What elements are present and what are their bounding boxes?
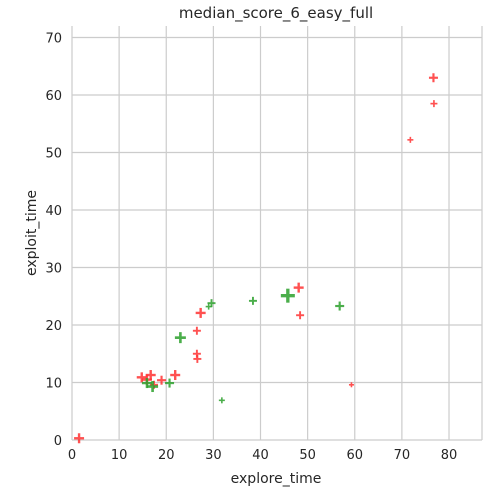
data-points xyxy=(74,73,438,444)
data-point-green xyxy=(141,378,152,389)
x-tick-label: 30 xyxy=(205,448,222,463)
x-tick-label: 80 xyxy=(441,448,458,463)
x-tick-label: 10 xyxy=(111,448,128,463)
y-tick-label: 0 xyxy=(54,434,62,449)
data-point-green xyxy=(207,299,216,308)
x-axis-label: explore_time xyxy=(231,471,322,487)
data-point-red xyxy=(407,136,414,143)
x-tick-label: 70 xyxy=(394,448,411,463)
x-tick-label: 60 xyxy=(346,448,363,463)
chart-title: median_score_6_easy_full xyxy=(179,4,373,23)
data-point-red xyxy=(74,433,85,444)
data-point-red xyxy=(157,375,167,385)
y-tick-label: 20 xyxy=(45,319,62,334)
x-tick-label: 40 xyxy=(252,448,269,463)
y-tick-label: 10 xyxy=(45,377,62,392)
y-tick-label: 40 xyxy=(45,204,62,219)
data-point-red xyxy=(428,73,438,83)
x-tick-label: 20 xyxy=(158,448,175,463)
data-point-red xyxy=(192,326,201,335)
data-point-red xyxy=(170,370,181,381)
data-point-red xyxy=(430,100,438,108)
data-point-red xyxy=(136,372,147,383)
data-point-red xyxy=(296,311,305,320)
data-point-red xyxy=(293,282,304,293)
data-point-red xyxy=(145,370,156,381)
data-point-red xyxy=(193,354,202,363)
x-tick-label: 50 xyxy=(299,448,316,463)
x-tick-label: 0 xyxy=(68,448,76,463)
y-axis-label: exploit_time xyxy=(24,190,40,276)
y-tick-label: 70 xyxy=(45,32,62,47)
data-point-red xyxy=(348,382,354,388)
data-point-green xyxy=(165,378,175,388)
grid-lines xyxy=(71,26,483,441)
data-point-red xyxy=(195,307,206,318)
tick-labels: 0 10 20 30 40 50 60 70 80 0 10 20 30 40 50 60 70 xyxy=(45,32,457,464)
y-tick-label: 50 xyxy=(45,147,62,162)
data-point-green xyxy=(174,332,186,344)
y-tick-label: 60 xyxy=(45,89,62,104)
data-point-green xyxy=(248,296,257,305)
data-point-green xyxy=(147,381,159,393)
data-point-green xyxy=(280,288,295,303)
data-point-green xyxy=(218,397,225,404)
data-point-green xyxy=(335,301,345,311)
y-tick-label: 30 xyxy=(45,262,62,277)
